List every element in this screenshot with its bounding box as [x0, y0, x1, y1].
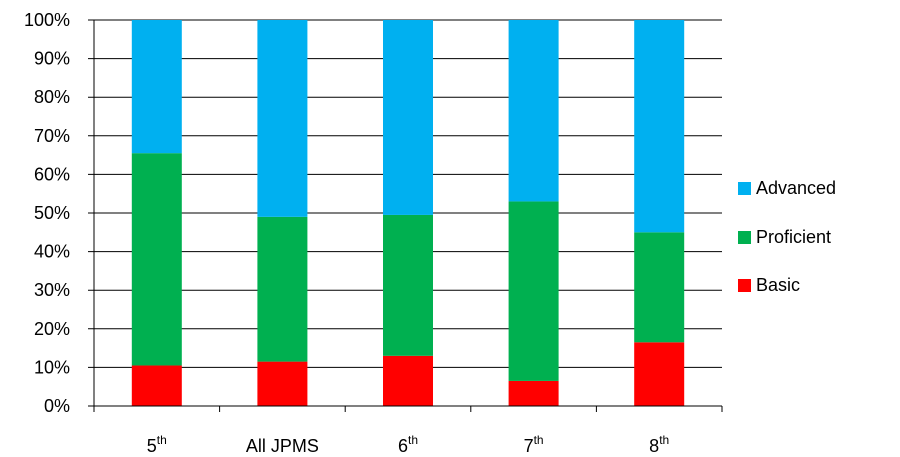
- bar-segment-proficient: [131, 153, 182, 366]
- y-tick-label: 70%: [34, 126, 70, 146]
- legend-swatch-advanced: [738, 182, 751, 195]
- bar-segment-advanced: [508, 20, 559, 202]
- y-tick-label: 20%: [34, 319, 70, 339]
- bar-segment-basic: [383, 355, 433, 406]
- bar-segment-advanced: [383, 20, 433, 215]
- x-tick-label: 6th: [398, 433, 418, 456]
- legend-swatch-proficient: [738, 231, 751, 244]
- y-tick-label: 10%: [34, 357, 70, 377]
- legend-label-advanced: Advanced: [756, 178, 836, 198]
- legend-swatch-basic: [738, 279, 751, 292]
- x-tick-label: All JPMS: [246, 436, 319, 456]
- bar-segment-basic: [634, 342, 685, 406]
- bar-segment-basic: [131, 365, 182, 406]
- axes: [93, 20, 723, 412]
- x-tick-label: 8th: [649, 433, 669, 456]
- y-tick-label: 100%: [24, 10, 70, 30]
- y-tick-label: 90%: [34, 49, 70, 69]
- x-tick-labels: 5th All JPMS 6th 7th 8th: [147, 433, 669, 456]
- legend-label-proficient: Proficient: [756, 227, 831, 247]
- bar-segment-advanced: [257, 20, 308, 217]
- y-tick-label: 0%: [44, 396, 70, 416]
- bar-segment-proficient: [257, 216, 308, 362]
- y-tick-label: 40%: [34, 242, 70, 262]
- bar-segment-basic: [508, 380, 559, 406]
- y-tick-label: 60%: [34, 164, 70, 184]
- y-tick-labels: 0% 10% 20% 30% 40% 50% 60% 70% 80% 90% 100%: [24, 10, 70, 416]
- y-tick-label: 50%: [34, 203, 70, 223]
- bar-segment-proficient: [383, 214, 433, 356]
- y-tick-label: 80%: [34, 87, 70, 107]
- bar-segment-advanced: [131, 20, 182, 154]
- bars: [131, 20, 685, 406]
- bar-segment-proficient: [508, 201, 559, 381]
- y-tick-label: 30%: [34, 280, 70, 300]
- legend-label-basic: Basic: [756, 275, 800, 295]
- bar-segment-proficient: [634, 232, 685, 343]
- x-tick-label: 7th: [524, 433, 544, 456]
- bar-segment-basic: [257, 361, 308, 406]
- bar-segment-advanced: [634, 20, 685, 233]
- legend: Advanced Proficient Basic: [738, 178, 836, 295]
- x-tick-label: 5th: [147, 433, 167, 456]
